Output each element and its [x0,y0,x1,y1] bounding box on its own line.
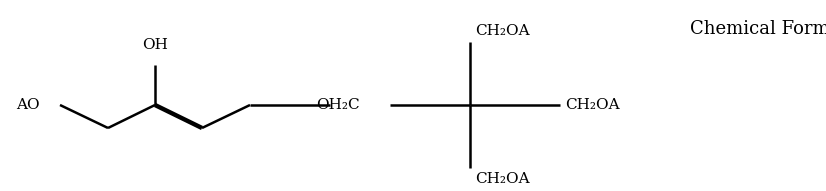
Text: OH: OH [142,38,168,52]
Text: AO: AO [17,98,40,112]
Text: CH₂OA: CH₂OA [475,172,529,186]
Text: OH₂C: OH₂C [316,98,360,112]
Text: CH₂OA: CH₂OA [475,24,529,38]
Text: CH₂OA: CH₂OA [565,98,620,112]
Text: Chemical Formula 2: Chemical Formula 2 [690,20,826,38]
